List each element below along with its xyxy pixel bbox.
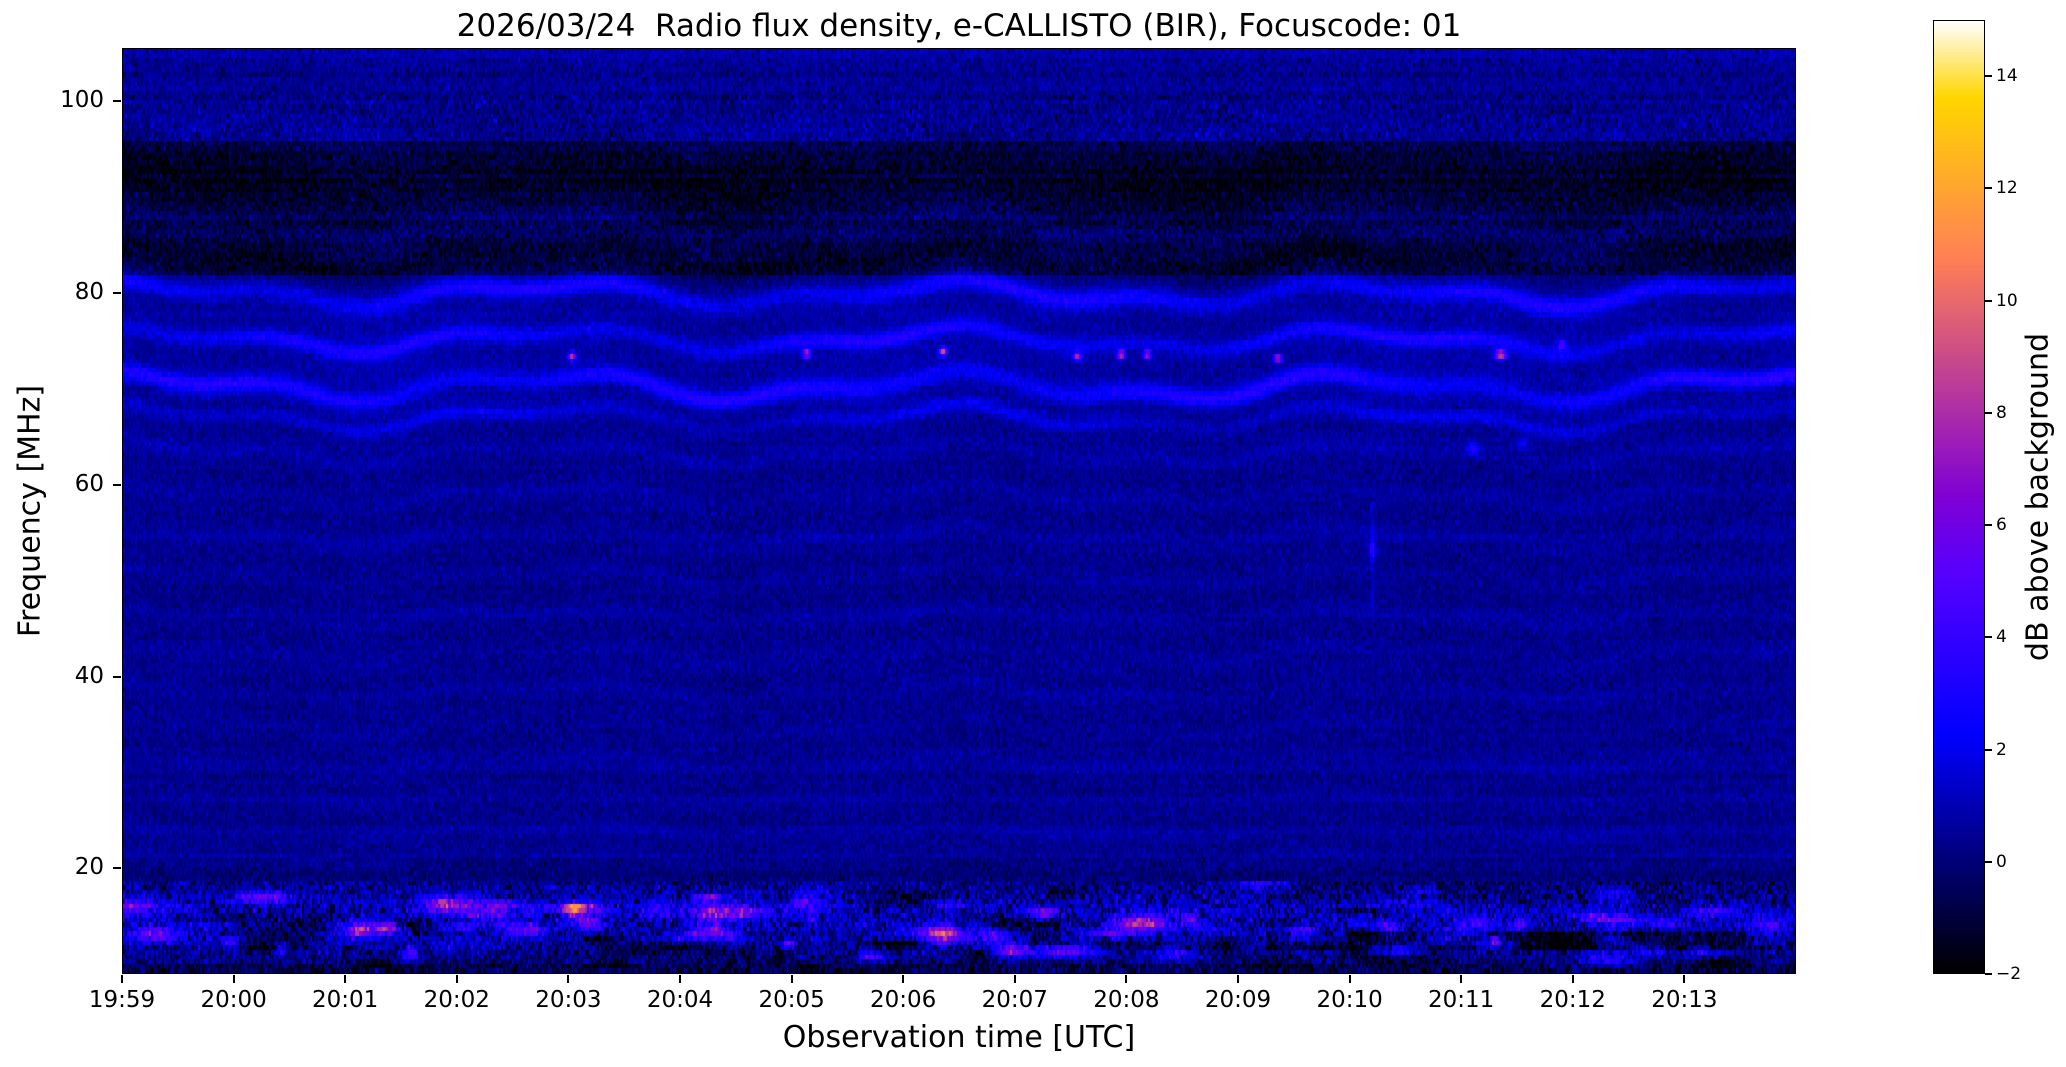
- colorbar-label: dB above background: [2020, 332, 2056, 662]
- x-tick-label: 20:10: [1316, 987, 1383, 1013]
- y-tick-mark: [113, 291, 121, 294]
- x-tick-mark: [1683, 975, 1686, 983]
- colorbar-tick-mark: [1985, 524, 1992, 527]
- x-tick-label: 20:01: [312, 987, 379, 1013]
- colorbar-tick-label: 12: [1996, 178, 2018, 199]
- x-tick-label: 20:11: [1428, 987, 1495, 1013]
- colorbar-tick-label: 10: [1996, 290, 2018, 311]
- x-tick-label: 20:13: [1651, 987, 1718, 1013]
- x-tick-mark: [1237, 975, 1239, 983]
- y-tick-label: 40: [74, 662, 104, 689]
- colorbar-tick-mark: [1985, 411, 1992, 414]
- y-axis-label: Frequency [MHz]: [12, 384, 48, 638]
- y-tick-label: 60: [74, 470, 104, 497]
- y-tick-label: 20: [74, 854, 104, 881]
- plot-area: [122, 48, 1796, 974]
- colorbar-tick-mark: [1985, 187, 1992, 190]
- x-tick-label: 20:09: [1204, 987, 1272, 1013]
- x-tick-mark: [567, 975, 570, 983]
- x-tick-label: 20:02: [423, 987, 490, 1013]
- y-tick-label: 100: [60, 86, 104, 113]
- colorbar-tick-label: 0: [1996, 851, 2007, 872]
- x-tick-label: 20:08: [1093, 987, 1160, 1013]
- x-tick-mark: [1348, 975, 1351, 983]
- x-tick-mark: [455, 975, 458, 983]
- x-tick-mark: [679, 975, 681, 983]
- x-tick-mark: [1460, 975, 1463, 983]
- colorbar-tick-label: 2: [1996, 739, 2007, 760]
- x-tick-label: 20:05: [758, 987, 825, 1013]
- colorbar-tick-label: 4: [1996, 627, 2007, 648]
- y-tick-mark: [113, 867, 121, 870]
- colorbar-tick-mark: [1985, 973, 1992, 975]
- colorbar-tick-mark: [1985, 860, 1992, 863]
- x-tick-label: 20:07: [981, 987, 1048, 1013]
- y-tick-mark: [113, 99, 121, 102]
- x-tick-mark: [1571, 975, 1574, 983]
- x-tick-label: 19:59: [88, 987, 156, 1013]
- y-tick-mark: [113, 675, 121, 678]
- colorbar-tick-label: 14: [1996, 66, 2018, 87]
- chart-title: 2026/03/24 Radio flux density, e-CALLIST…: [456, 8, 1462, 44]
- x-tick-label: 20:06: [870, 987, 937, 1013]
- x-tick-mark: [121, 975, 123, 983]
- x-tick-mark: [1125, 975, 1128, 983]
- x-tick-mark: [902, 975, 905, 983]
- colorbar-tick-label: 6: [1996, 515, 2007, 536]
- x-axis-label: Observation time [UTC]: [782, 1020, 1136, 1055]
- colorbar-canvas: [1934, 21, 1984, 973]
- x-tick-mark: [232, 975, 235, 983]
- colorbar-tick-mark: [1985, 636, 1992, 639]
- x-tick-label: 20:04: [646, 987, 714, 1013]
- colorbar-tick-label: −2: [1996, 964, 2022, 984]
- x-tick-mark: [1013, 975, 1016, 983]
- colorbar-tick-label: 8: [1996, 402, 2007, 423]
- colorbar: [1933, 20, 1985, 974]
- x-tick-mark: [790, 975, 793, 983]
- colorbar-tick-mark: [1985, 75, 1992, 78]
- y-tick-label: 80: [74, 278, 104, 305]
- x-tick-label: 20:03: [535, 987, 602, 1013]
- colorbar-tick-mark: [1985, 748, 1992, 751]
- spectrogram-canvas: [123, 49, 1795, 973]
- x-tick-mark: [344, 975, 347, 983]
- y-tick-mark: [113, 483, 121, 486]
- colorbar-tick-mark: [1985, 299, 1992, 302]
- x-tick-label: 20:00: [200, 987, 267, 1013]
- x-tick-label: 20:12: [1539, 987, 1606, 1013]
